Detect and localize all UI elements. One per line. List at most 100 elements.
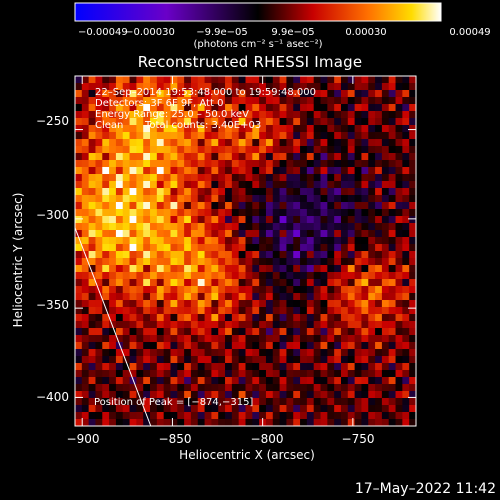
heatmap-cell — [320, 104, 328, 112]
heatmap-cell — [361, 286, 369, 294]
heatmap-cell — [347, 286, 356, 294]
heatmap-cell — [177, 202, 185, 210]
heatmap-cell — [334, 90, 342, 98]
heatmap-cell — [375, 244, 383, 252]
heatmap-cell — [184, 118, 192, 126]
heatmap-cell — [340, 118, 349, 126]
heatmap-cell — [143, 125, 151, 133]
heatmap-cell — [300, 349, 308, 357]
heatmap-cell — [402, 76, 410, 84]
heatmap-cell — [402, 384, 410, 392]
heatmap-cell — [272, 181, 280, 189]
heatmap-cell — [395, 209, 403, 217]
heatmap-cell — [177, 132, 185, 140]
heatmap-cell — [115, 321, 124, 329]
heatmap-cell — [252, 181, 260, 189]
heatmap-cell — [238, 335, 246, 343]
heatmap-cell — [320, 349, 328, 357]
heatmap-cell — [381, 356, 390, 364]
heatmap-cell — [225, 321, 233, 329]
heatmap-cell — [102, 216, 110, 224]
heatmap-cell — [306, 202, 315, 210]
heatmap-cell — [259, 118, 267, 126]
heatmap-cell — [259, 265, 267, 273]
heatmap-cell — [109, 349, 117, 357]
heatmap-cell — [361, 265, 369, 273]
heatmap-cell — [286, 90, 294, 98]
heatmap-cell — [279, 146, 287, 154]
heatmap-cell — [245, 258, 253, 266]
heatmap-cell — [381, 83, 390, 91]
heatmap-cell — [143, 314, 151, 322]
heatmap-cell — [122, 167, 130, 175]
heatmap-cell — [109, 125, 117, 133]
heatmap-cell — [306, 146, 315, 154]
heatmap-cell — [102, 237, 110, 245]
heatmap-cell — [340, 146, 349, 154]
heatmap-cell — [163, 293, 171, 301]
heatmap-cell — [340, 195, 349, 203]
heatmap-cell — [375, 405, 383, 413]
heatmap-cell — [409, 181, 416, 189]
heatmap-cell — [354, 111, 362, 119]
heatmap-cell — [190, 384, 199, 392]
heatmap-cell — [150, 188, 158, 196]
heatmap-cell — [409, 279, 416, 287]
heatmap-cell — [313, 405, 321, 413]
heatmap-cell — [245, 237, 253, 245]
heatmap-cell — [381, 167, 390, 175]
heatmap-cell — [395, 195, 403, 203]
heatmap-cell — [245, 132, 253, 140]
heatmap-cell — [197, 90, 205, 98]
heatmap-cell — [300, 314, 308, 322]
heatmap-cell — [368, 174, 376, 182]
heatmap-cell — [395, 384, 403, 392]
heatmap-cell — [88, 230, 96, 238]
heatmap-cell — [388, 146, 396, 154]
heatmap-cell — [204, 321, 212, 329]
heatmap-cell — [347, 349, 356, 357]
heatmap-cell — [231, 153, 240, 161]
heatmap-cell — [136, 111, 144, 119]
heatmap-cell — [368, 286, 376, 294]
heatmap-cell — [368, 272, 376, 280]
heatmap-cell — [211, 118, 219, 126]
heatmap-cell — [388, 391, 396, 399]
heatmap-cell — [313, 76, 321, 84]
heatmap-cell — [327, 412, 335, 420]
heatmap-cell — [334, 153, 342, 161]
heatmap-cell — [163, 132, 171, 140]
heatmap-cell — [190, 265, 199, 273]
heatmap-cell — [109, 286, 117, 294]
heatmap-cell — [143, 279, 151, 287]
heatmap-cell — [286, 139, 294, 147]
heatmap-cell — [375, 363, 383, 371]
heatmap-cell — [238, 83, 246, 91]
heatmap-cell — [95, 83, 103, 91]
heatmap-cell — [409, 251, 416, 259]
heatmap-cell — [245, 300, 253, 308]
heatmap-cell — [88, 363, 96, 371]
heatmap-cell — [306, 272, 315, 280]
heatmap-cell — [184, 300, 192, 308]
heatmap-cell — [81, 132, 90, 140]
heatmap-cell — [95, 356, 103, 364]
heatmap-cell — [184, 230, 192, 238]
heatmap-cell — [354, 265, 362, 273]
heatmap-cell — [75, 174, 83, 182]
heatmap-cell — [402, 286, 410, 294]
heatmap-cell — [136, 174, 144, 182]
heatmap-cell — [265, 237, 274, 245]
heatmap-cell — [129, 251, 137, 259]
heatmap-cell — [306, 174, 315, 182]
heatmap-cell — [361, 251, 369, 259]
heatmap-cell — [184, 279, 192, 287]
heatmap-cell — [409, 153, 416, 161]
heatmap-cell — [231, 132, 240, 140]
heatmap-cell — [259, 300, 267, 308]
heatmap-cell — [150, 377, 158, 385]
heatmap-cell — [293, 230, 301, 238]
heatmap-cell — [395, 258, 403, 266]
heatmap-cell — [313, 174, 321, 182]
heatmap-cell — [245, 349, 253, 357]
